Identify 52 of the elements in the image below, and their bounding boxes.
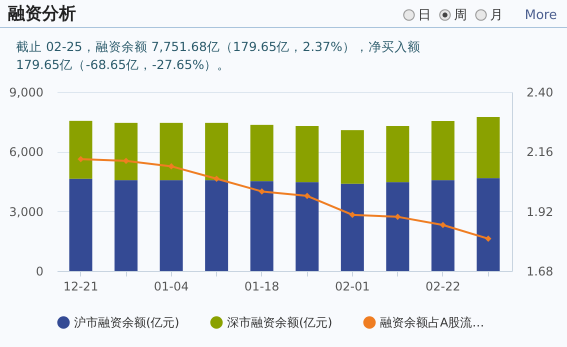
point <box>78 156 84 162</box>
y-tick-label: 0 <box>36 264 44 278</box>
bar <box>296 182 319 271</box>
legend-label: 沪市融资余额(亿元) <box>74 316 180 330</box>
bar <box>114 122 138 180</box>
bar <box>205 180 228 271</box>
bar <box>340 184 364 271</box>
x-tick-label: 12-21 <box>63 280 98 294</box>
point <box>349 212 356 218</box>
bar <box>476 178 500 271</box>
legend-label: 融资余额占A股流… <box>380 316 484 330</box>
chart-title: 融资分析 <box>8 3 76 25</box>
bar <box>160 122 183 180</box>
y-tick-label: 9,000 <box>9 86 44 100</box>
y2-tick-label: 2.16 <box>526 145 554 160</box>
bar <box>160 180 183 271</box>
point <box>304 192 310 200</box>
text: 日 <box>418 7 431 24</box>
bar <box>476 117 500 178</box>
point <box>122 158 130 164</box>
y2-tick-label: 1.68 <box>526 264 554 278</box>
bar <box>205 122 228 180</box>
point <box>394 214 401 220</box>
y-tick-label: 3,000 <box>9 204 44 219</box>
point <box>485 236 492 242</box>
x-tick-label: 01-18 <box>244 280 280 294</box>
x-tick-label: 02-01 <box>334 280 370 294</box>
bar <box>250 181 274 271</box>
point <box>168 163 174 170</box>
bar <box>250 124 274 182</box>
bar <box>431 180 454 271</box>
bar <box>296 126 319 182</box>
bar <box>386 182 410 271</box>
point <box>258 188 266 195</box>
legend-label: 深市融资余额(亿元) <box>227 316 332 330</box>
text: More <box>524 8 557 22</box>
bar <box>386 126 410 182</box>
point <box>213 176 220 182</box>
bar <box>340 130 364 184</box>
x-tick-label: 01-04 <box>154 280 189 294</box>
y2-tick-label: 1.92 <box>526 204 554 219</box>
bar <box>69 178 92 271</box>
text: 周 <box>454 7 467 24</box>
y2-tick-label: 2.40 <box>526 86 554 100</box>
bar <box>69 120 92 179</box>
bar <box>431 121 454 180</box>
x-tick-label: 02-22 <box>426 280 460 294</box>
chart-subtitle: 截止 02-25，融资余额 7,751.68亿（179.65亿，2.37%），净买入额 179.65亿（-68.65亿，-27.65%）。 <box>16 38 422 74</box>
y-tick-label: 6,000 <box>9 145 44 160</box>
text: 月 <box>490 7 503 24</box>
point <box>440 222 446 228</box>
bar <box>114 180 138 271</box>
